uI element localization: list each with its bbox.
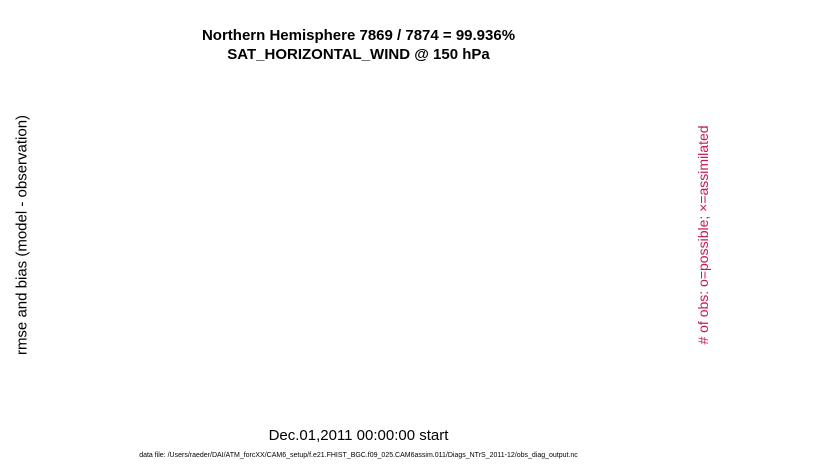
x-axis-label: Dec.01,2011 00:00:00 start bbox=[268, 427, 449, 444]
chart-title: Northern Hemisphere 7869 / 7874 = 99.936… bbox=[201, 27, 516, 44]
y-axis-label-right: # of obs: o=possible; ×=assimilated bbox=[695, 125, 711, 345]
legend bbox=[438, 78, 642, 118]
chart-subtitle: SAT_HORIZONTAL_WIND @ 150 hPa bbox=[227, 46, 490, 63]
y-axis-label-left: rmse and bias (model - observation) bbox=[13, 114, 31, 356]
footer-data-file: data file: /Users/raeder/DAI/ATM_forcXX/… bbox=[139, 452, 578, 459]
